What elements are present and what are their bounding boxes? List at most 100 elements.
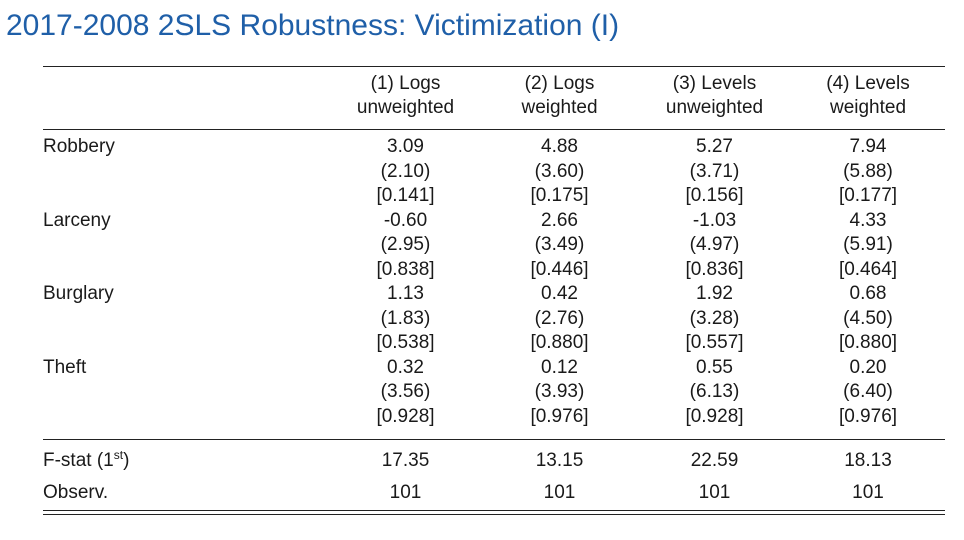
table-row-larceny-coef: Larceny -0.60 2.66 -1.03 4.33 <box>43 209 945 234</box>
p-value-cell: [0.464] <box>838 258 898 280</box>
header-empty-cell <box>43 72 330 96</box>
se-cell: (3.71) <box>689 160 740 182</box>
row-label-robbery: Robbery <box>43 136 115 157</box>
fstat-label-superscript: st <box>113 448 124 462</box>
table-header: (1) Logs (2) Logs (3) Levels (4) Levels … <box>43 72 945 120</box>
se-cell: (3.49) <box>534 234 585 255</box>
p-value-cell: [0.880] <box>530 332 589 353</box>
column-header-2-line1: (2) Logs <box>524 73 595 94</box>
fstat-label-text: F-stat (1 <box>43 450 114 471</box>
bottom-rule-1 <box>43 510 945 511</box>
p-value-cell: [0.446] <box>530 258 589 280</box>
se-cell: (6.40) <box>843 381 893 402</box>
p-value-cell: [0.175] <box>530 185 589 206</box>
p-value-cell: [0.538] <box>376 332 435 353</box>
column-header-1-line1: (1) Logs <box>370 73 441 94</box>
coef-cell: 0.68 <box>849 283 887 304</box>
coef-cell: 0.42 <box>541 283 578 304</box>
empty-label-cell <box>43 331 330 356</box>
table-row-burglary-p: [0.538] [0.880] [0.557] [0.880] <box>43 331 945 356</box>
page-title: 2017-2008 2SLS Robustness: Victimization… <box>6 9 620 42</box>
header-empty-cell <box>43 96 330 120</box>
fstat-cell: 13.15 <box>535 450 584 471</box>
row-label-burglary: Burglary <box>43 283 114 304</box>
table-row-observations: Observ. 101 101 101 101 <box>43 477 945 509</box>
coef-cell: 1.92 <box>696 283 733 304</box>
table-row-larceny-p: [0.838] [0.446] [0.836] [0.464] <box>43 258 945 283</box>
table-row-robbery-coef: Robbery 3.09 4.88 5.27 7.94 <box>43 135 945 160</box>
empty-label-cell <box>43 184 330 209</box>
coef-cell: 5.27 <box>696 136 733 157</box>
p-value-cell: [0.928] <box>376 405 435 427</box>
table-row-robbery-se: (2.10) (3.60) (3.71) (5.88) <box>43 160 945 185</box>
coef-cell: 2.66 <box>541 209 578 231</box>
se-cell: (6.13) <box>689 381 740 402</box>
coef-cell: 7.94 <box>849 136 887 157</box>
se-cell: (4.50) <box>843 307 893 329</box>
se-cell: (3.56) <box>380 381 431 402</box>
column-header-3-line2: unweighted <box>665 97 764 118</box>
p-value-cell: [0.838] <box>376 258 435 280</box>
bottom-rule-2 <box>43 514 945 515</box>
results-table-body: Robbery 3.09 4.88 5.27 7.94 (2.10) (3.60… <box>43 135 945 429</box>
coef-cell: 0.12 <box>541 356 578 378</box>
coef-cell: 4.88 <box>541 136 578 157</box>
se-cell: (1.83) <box>380 307 431 329</box>
p-value-cell: [0.976] <box>838 405 898 427</box>
table-row-burglary-se: (1.83) (2.76) (3.28) (4.50) <box>43 307 945 332</box>
table-top-rule <box>43 66 945 67</box>
coef-cell: 4.33 <box>849 209 887 231</box>
p-value-cell: [0.141] <box>376 185 435 206</box>
table-row-theft-coef: Theft 0.32 0.12 0.55 0.20 <box>43 356 945 381</box>
empty-label-cell <box>43 380 330 405</box>
row-label-theft: Theft <box>43 356 87 378</box>
observations-cell: 101 <box>698 482 731 503</box>
fstat-label-close: ) <box>123 450 130 471</box>
se-cell: (5.88) <box>843 160 893 182</box>
fstat-cell: 22.59 <box>690 450 739 471</box>
coef-cell: 0.32 <box>387 356 424 378</box>
empty-label-cell <box>43 160 330 185</box>
table-footer: F-stat (1st) 17.35 13.15 22.59 18.13 Obs… <box>43 445 945 509</box>
p-value-cell: [0.557] <box>685 332 744 353</box>
p-value-cell: [0.156] <box>685 185 744 206</box>
p-value-cell: [0.880] <box>838 332 898 353</box>
header-rule <box>43 129 945 130</box>
se-cell: (3.28) <box>689 307 740 329</box>
column-header-4-line1: (4) Levels <box>826 73 910 94</box>
table-row-robbery-p: [0.141] [0.175] [0.156] [0.177] <box>43 184 945 209</box>
p-value-cell: [0.976] <box>530 405 589 427</box>
empty-label-cell <box>43 233 330 258</box>
empty-label-cell <box>43 258 330 283</box>
p-value-cell: [0.177] <box>838 185 898 206</box>
se-cell: (5.91) <box>843 234 893 255</box>
fstat-cell: 17.35 <box>381 450 430 471</box>
observations-cell: 101 <box>852 482 884 503</box>
se-cell: (2.95) <box>380 234 431 255</box>
column-header-4-line2: weighted <box>829 97 907 118</box>
p-value-cell: [0.836] <box>685 258 744 280</box>
table-row-theft-p: [0.928] [0.976] [0.928] [0.976] <box>43 405 945 430</box>
column-header-2-line2: weighted <box>521 97 598 118</box>
p-value-cell: [0.928] <box>685 405 744 427</box>
table-row-larceny-se: (2.95) (3.49) (4.97) (5.91) <box>43 233 945 258</box>
observations-cell: 101 <box>389 482 422 503</box>
se-cell: (2.76) <box>534 307 585 329</box>
table-row-fstat: F-stat (1st) 17.35 13.15 22.59 18.13 <box>43 445 945 477</box>
se-cell: (2.10) <box>380 160 431 182</box>
observations-cell: 101 <box>543 482 576 503</box>
empty-label-cell <box>43 307 330 332</box>
table-row-theft-se: (3.56) (3.93) (6.13) (6.40) <box>43 380 945 405</box>
column-header-3-line1: (3) Levels <box>672 73 757 94</box>
table-row-burglary-coef: Burglary 1.13 0.42 1.92 0.68 <box>43 282 945 307</box>
column-header-1-line2: unweighted <box>356 97 455 118</box>
footer-rule <box>43 439 945 440</box>
coef-cell: -0.60 <box>383 209 428 231</box>
coef-cell: 0.20 <box>849 356 887 378</box>
se-cell: (4.97) <box>689 234 740 255</box>
row-label-larceny: Larceny <box>43 209 111 231</box>
se-cell: (3.60) <box>534 160 585 182</box>
fstat-cell: 18.13 <box>844 450 892 471</box>
row-label-observations: Observ. <box>43 482 109 503</box>
se-cell: (3.93) <box>534 381 585 402</box>
